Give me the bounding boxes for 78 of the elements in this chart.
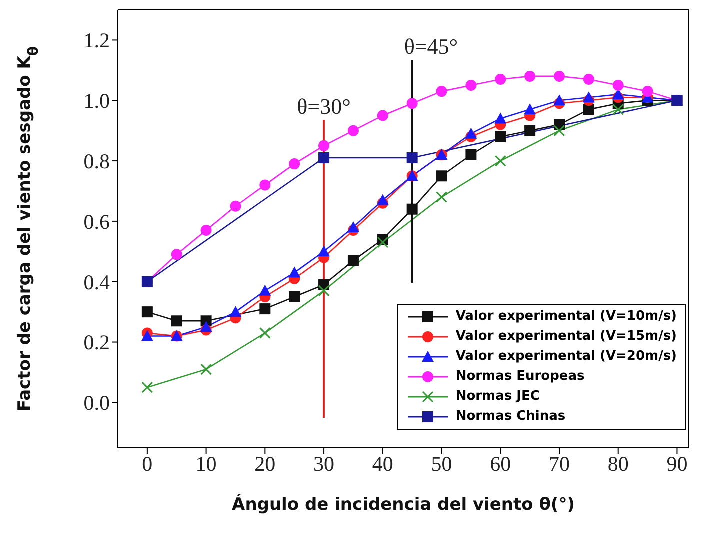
point: [583, 74, 594, 85]
legend-label: Normas JEC: [456, 388, 540, 406]
x-tick-label: 30: [314, 452, 335, 476]
point: [406, 204, 418, 215]
point: [377, 236, 389, 248]
point: [406, 152, 418, 164]
point: [318, 152, 330, 164]
point: [259, 284, 272, 296]
x-tick-label: 50: [431, 452, 452, 476]
point: [230, 200, 242, 212]
point: [200, 225, 212, 236]
y-tick-label: 1.2: [84, 28, 110, 53]
point: [436, 192, 448, 204]
x-tick-label: 90: [666, 452, 688, 476]
legend-label: Valor experimental (V=20m/s): [456, 348, 677, 366]
point: [406, 98, 418, 110]
point: [348, 125, 359, 136]
x-tick-label: 70: [548, 452, 570, 476]
point: [524, 125, 536, 136]
point: [524, 104, 536, 115]
x-tick-label: 40: [372, 452, 394, 476]
point: [466, 149, 477, 160]
point: [348, 255, 359, 266]
point: [436, 86, 448, 98]
point: [347, 221, 360, 232]
point: [259, 327, 271, 339]
point: [436, 170, 448, 182]
point: [582, 92, 595, 103]
point: [142, 306, 153, 318]
y-tick-label: 0.8: [84, 149, 110, 174]
point: [318, 246, 330, 257]
point: [288, 266, 301, 278]
point: [200, 321, 212, 332]
x-axis-title: Ángulo de incidencia del viento θ(°): [232, 494, 575, 515]
point: [612, 104, 624, 116]
point: [377, 110, 388, 122]
point: [612, 80, 624, 92]
y-tick-label: 0.0: [84, 391, 110, 416]
ref-line-label: θ=30°: [297, 94, 351, 119]
point: [642, 86, 654, 98]
legend-label: Normas Chinas: [456, 408, 566, 426]
legend-label: Valor experimental (V=10m/s): [456, 308, 677, 326]
y-tick-label: 0.4: [84, 270, 110, 294]
point: [171, 316, 182, 327]
point: [554, 125, 566, 137]
point: [583, 104, 594, 116]
point: [171, 249, 182, 260]
point: [142, 382, 154, 394]
point: [376, 194, 389, 206]
y-tick-label: 0.6: [84, 210, 110, 234]
point: [524, 70, 536, 82]
point: [260, 304, 271, 315]
point: [289, 158, 300, 170]
point: [495, 74, 506, 85]
x-tick-label: 60: [490, 452, 512, 476]
point: [318, 285, 330, 297]
point: [200, 364, 212, 376]
point: [494, 112, 507, 124]
point: [260, 180, 271, 191]
x-tick-label: 80: [608, 452, 629, 476]
point: [495, 131, 506, 142]
point: [318, 140, 330, 152]
point: [141, 330, 154, 342]
legend-label: Normas Europeas: [456, 368, 585, 386]
x-tick-label: 20: [254, 452, 276, 476]
point: [230, 306, 242, 318]
x-tick-label: 0: [142, 452, 153, 476]
point: [494, 155, 506, 167]
point: [466, 80, 477, 92]
point: [553, 94, 566, 106]
legend-label: Valor experimental (V=15m/s): [456, 328, 677, 346]
point: [465, 128, 478, 139]
y-tick-label: 0.2: [84, 330, 110, 355]
y-tick-label: 1.0: [84, 89, 110, 114]
point: [554, 70, 565, 82]
x-tick-label: 10: [196, 452, 217, 476]
ref-line-label: θ=45°: [404, 34, 458, 59]
point: [289, 291, 300, 302]
